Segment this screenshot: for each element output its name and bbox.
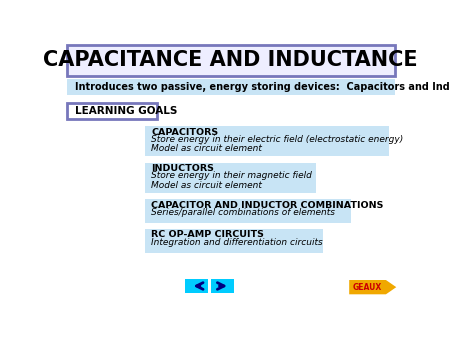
Bar <box>212 279 234 293</box>
Text: GEAUX: GEAUX <box>352 283 382 292</box>
Text: Series/parallel combinations of elements: Series/parallel combinations of elements <box>152 208 335 217</box>
Text: Model as circuit element: Model as circuit element <box>152 144 262 153</box>
Text: Store energy in their electric field (electrostatic energy): Store energy in their electric field (el… <box>152 135 404 144</box>
Bar <box>145 229 323 253</box>
Bar <box>67 103 158 119</box>
Text: RC OP-AMP CIRCUITS: RC OP-AMP CIRCUITS <box>152 231 264 240</box>
Text: CAPACITANCE AND INDUCTANCE: CAPACITANCE AND INDUCTANCE <box>43 50 418 70</box>
Polygon shape <box>349 280 396 294</box>
Bar <box>67 79 395 95</box>
Text: CAPACITORS: CAPACITORS <box>152 128 219 137</box>
Text: Integration and differentiation circuits: Integration and differentiation circuits <box>152 238 323 247</box>
Text: INDUCTORS: INDUCTORS <box>152 164 214 173</box>
Bar <box>67 45 395 76</box>
Bar <box>145 163 316 193</box>
Bar <box>145 126 389 156</box>
Text: CAPACITOR AND INDUCTOR COMBINATIONS: CAPACITOR AND INDUCTOR COMBINATIONS <box>152 200 384 210</box>
Bar <box>145 199 351 223</box>
Text: LEARNING GOALS: LEARNING GOALS <box>75 106 177 116</box>
Text: Store energy in their magnetic field: Store energy in their magnetic field <box>152 171 312 180</box>
Bar <box>185 279 208 293</box>
Text: Introduces two passive, energy storing devices:  Capacitors and Inductors: Introduces two passive, energy storing d… <box>76 82 450 92</box>
Text: Model as circuit element: Model as circuit element <box>152 181 262 190</box>
